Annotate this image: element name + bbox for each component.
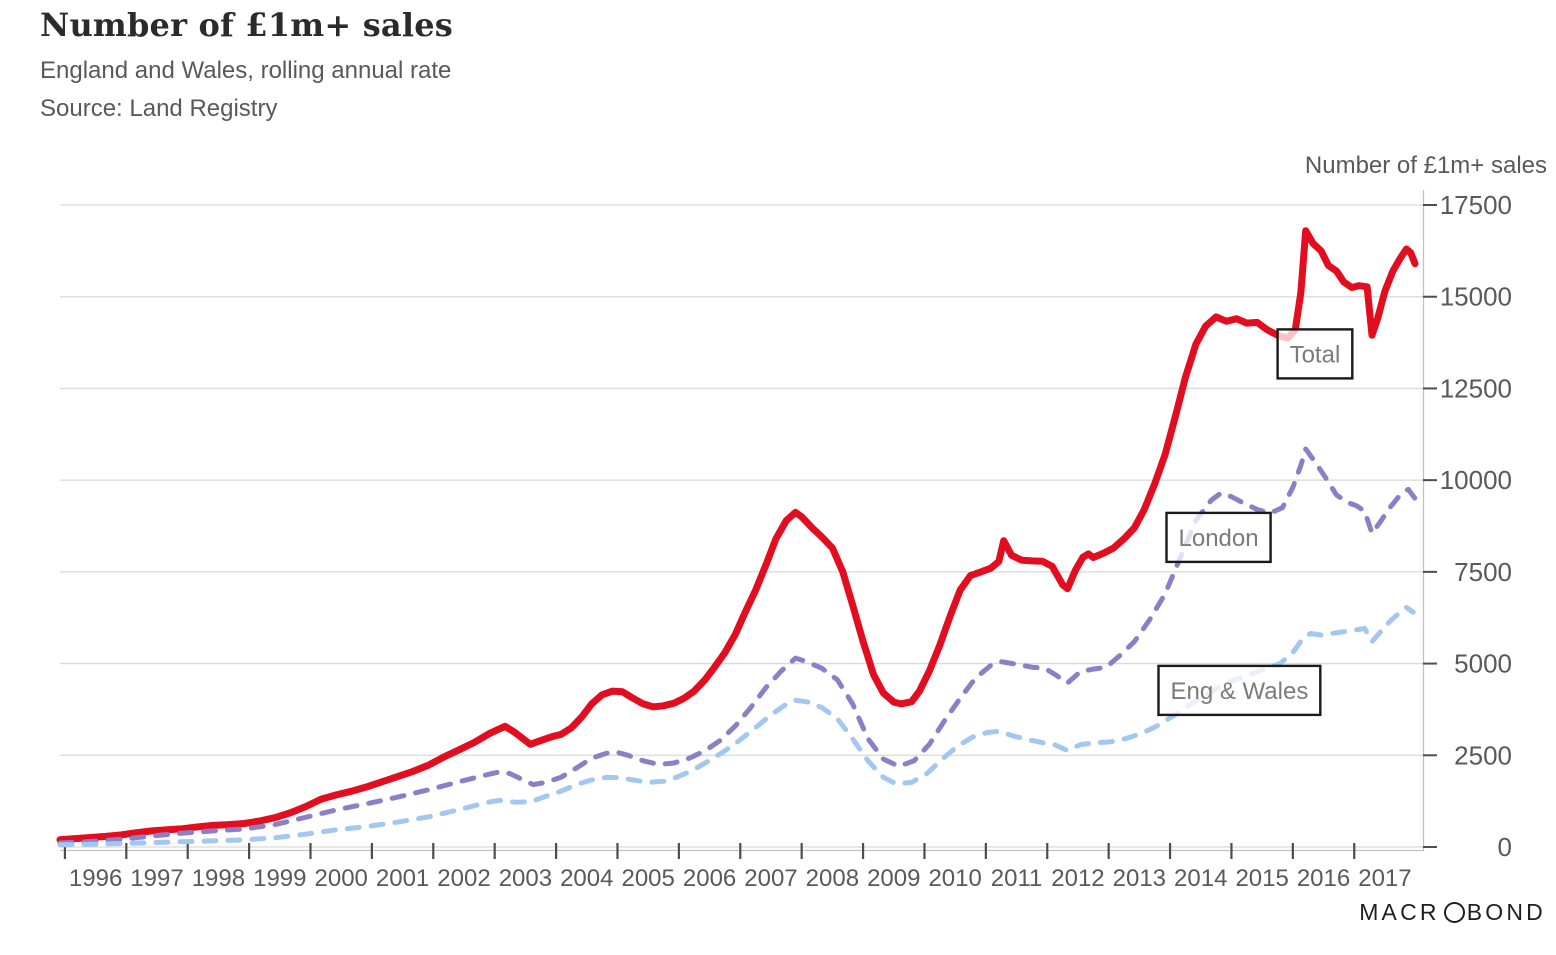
logo-o-icon: [1443, 902, 1465, 923]
x-tick-label-2001: 2001: [376, 865, 429, 892]
y-tick-label-12500: 12500: [1440, 373, 1512, 403]
series-line-eng-wales: [57, 604, 1416, 848]
x-tick-label-2017: 2017: [1358, 865, 1411, 892]
x-tick-label-2010: 2010: [928, 865, 981, 892]
x-tick-label-2011: 2011: [991, 865, 1043, 892]
x-tick-label-2008: 2008: [806, 865, 859, 892]
series-label-text-total: Total: [1290, 341, 1341, 368]
x-tick-label-1998: 1998: [192, 865, 245, 892]
y-tick-label-15000: 15000: [1440, 282, 1512, 312]
macrobond-logo: MACR BOND: [1359, 899, 1546, 926]
y-tick-label-0: 0: [1498, 832, 1512, 862]
chart-title: Number of £1m+ sales: [40, 6, 453, 44]
x-tick-label-2009: 2009: [867, 865, 920, 892]
logo-text-right: BOND: [1466, 899, 1546, 925]
chart-source: Source: Land Registry: [40, 95, 278, 122]
x-tick-label-2003: 2003: [499, 865, 552, 892]
y-tick-label-10000: 10000: [1440, 465, 1512, 495]
x-tick-label-2007: 2007: [744, 865, 797, 892]
x-tick-label-2012: 2012: [1051, 865, 1104, 892]
x-tick-label-2004: 2004: [560, 865, 613, 892]
series-label-text-eng-wales: Eng & Wales: [1171, 678, 1309, 705]
x-tick-label-2000: 2000: [315, 865, 368, 892]
series-label-eng-wales: Eng & Wales: [1157, 664, 1322, 717]
series-label-box-total: [1276, 328, 1354, 380]
x-tick-label-2006: 2006: [683, 865, 736, 892]
y-tick-label-17500: 17500: [1440, 190, 1512, 220]
y-tick-label-2500: 2500: [1454, 740, 1512, 770]
series-label-london: London: [1165, 511, 1272, 564]
x-tick-label-2005: 2005: [621, 865, 674, 892]
x-tick-label-1996: 1996: [69, 865, 122, 892]
series-label-box-london: [1165, 511, 1272, 564]
series-line-london: [57, 446, 1418, 846]
y-axis-title: Number of £1m+ sales: [1304, 152, 1547, 179]
series-label-box-eng-wales: [1157, 664, 1322, 717]
logo-text-left: MACR: [1359, 899, 1440, 925]
x-tick-label-1999: 1999: [253, 865, 306, 892]
chart-subtitle: England and Wales, rolling annual rate: [40, 57, 452, 84]
x-tick-label-2013: 2013: [1113, 865, 1166, 892]
series-line-total: [56, 227, 1419, 844]
series-label-text-london: London: [1179, 525, 1259, 552]
x-tick-label-2015: 2015: [1235, 865, 1288, 892]
y-tick-label-5000: 5000: [1454, 649, 1512, 679]
x-tick-label-2016: 2016: [1297, 865, 1350, 892]
x-tick-label-2014: 2014: [1174, 865, 1227, 892]
series-label-total: Total: [1276, 328, 1354, 380]
x-tick-label-2002: 2002: [437, 865, 490, 892]
x-tick-label-1997: 1997: [130, 865, 183, 892]
y-tick-label-7500: 7500: [1454, 557, 1512, 587]
